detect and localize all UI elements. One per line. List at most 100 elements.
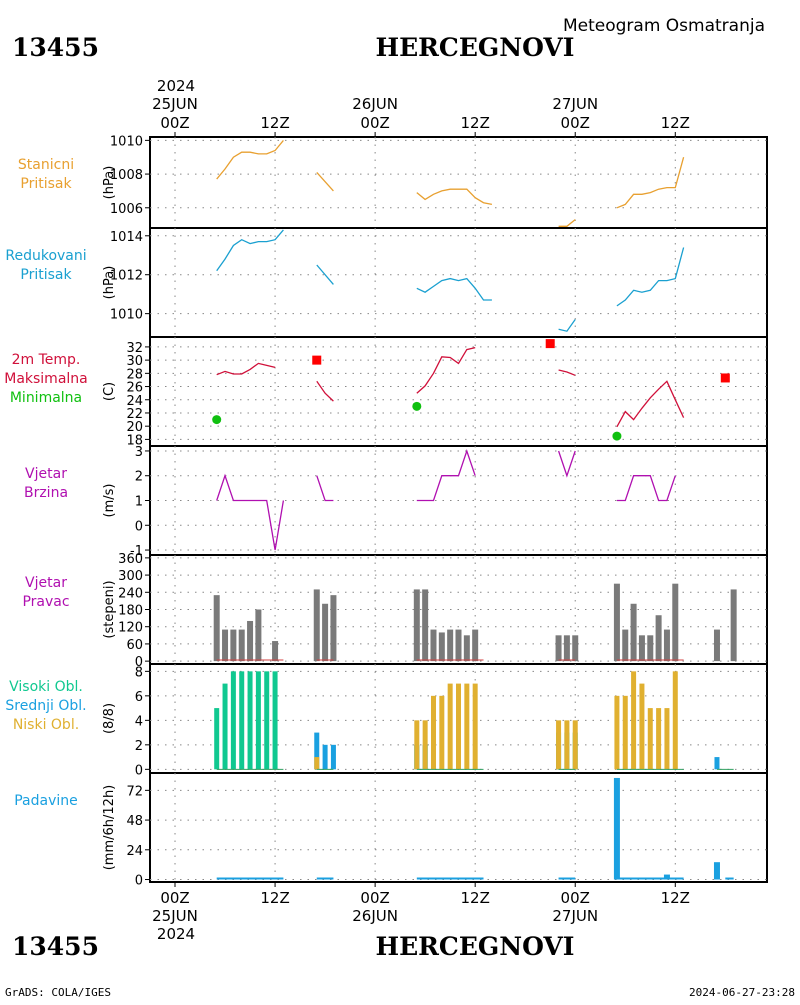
mid-cloud-bar [330, 744, 336, 770]
panel-p_reduced: 1014 1012 1010 (hPa) Redukovani Pritisak [5, 227, 768, 338]
wind-speed-line [216, 473, 285, 551]
panel-unit-label: (hPa) [102, 266, 117, 300]
low-cloud-bar [439, 695, 445, 770]
wind-direction-bar [572, 635, 579, 662]
y-tick-label: 28 [126, 367, 143, 382]
x-tick-label-top: 12Z [260, 114, 289, 132]
wind-direction-bar [472, 629, 479, 662]
wind-direction-bar [430, 629, 437, 662]
chart-title: Meteogram Osmatranja [563, 16, 765, 36]
station-id-top: 13455 [12, 33, 99, 62]
panel-title-label: Pritisak [20, 267, 72, 283]
low-cloud-bar [572, 720, 578, 770]
low-cloud-bar [430, 695, 436, 770]
panel-frame [149, 136, 768, 229]
panel-frame [149, 227, 768, 338]
wind-direction-bar [330, 595, 337, 662]
y-tick-label: 1014 [110, 230, 143, 245]
y-tick-label: 48 [126, 814, 143, 829]
date-label-top: 26JUN [352, 95, 398, 113]
y-tick-label: 8 [135, 665, 143, 680]
y-tick-label: 120 [118, 621, 143, 636]
low-cloud-bar [639, 683, 645, 770]
low-cloud-bar [647, 708, 653, 770]
x-tick-label-bottom: 12Z [460, 889, 489, 907]
wind-direction-bar [555, 635, 562, 662]
y-tick-label: 1010 [110, 308, 143, 323]
y-tick-label: 6 [135, 690, 143, 705]
low-cloud-bar [614, 695, 620, 770]
panel-title-label: Stanicni [18, 157, 74, 173]
wind-speed-line [557, 450, 576, 478]
wind-direction-bar [230, 629, 237, 662]
station-name-bottom: HERCEGNOVI [375, 932, 574, 961]
y-tick-label: 72 [126, 784, 143, 799]
panel-unit-label: (C) [102, 382, 117, 401]
low-cloud-bar [464, 683, 470, 770]
high-cloud-bar [239, 671, 245, 770]
wind-direction-bar [438, 632, 445, 662]
precipitation-bar [613, 777, 620, 880]
wind-direction-bar [213, 595, 220, 662]
station-pressure-line [216, 139, 284, 180]
reduced-pressure-line [616, 247, 685, 307]
panel-title-label: Pravac [22, 594, 69, 610]
y-tick-label: 3 [135, 445, 143, 460]
y-tick-label: 0 [135, 763, 143, 778]
precipitation-bar [713, 862, 720, 880]
min-temperature-marker [612, 431, 622, 441]
y-tick-label: 32 [126, 341, 143, 356]
wind-direction-bar [422, 589, 429, 662]
wind-direction-bar [613, 583, 620, 662]
panel-title-label: Minimalna [10, 390, 82, 406]
precipitation-bar [663, 874, 670, 880]
x-tick-label-top: 12Z [460, 114, 489, 132]
reduced-pressure-line [316, 264, 334, 285]
panel-wind_dir: 360 300 240 180 120 60 0 (stepeni) Vjetar Pravac [22, 552, 768, 670]
x-tick-label-top: 00Z [160, 114, 189, 132]
panel-p_station: 1010 1008 1006 (hPa) Stanicni Pritisak [18, 134, 768, 229]
high-cloud-bar [230, 671, 236, 770]
temperature-line [416, 346, 476, 394]
low-cloud-bar [422, 720, 428, 770]
high-cloud-bar [255, 671, 261, 770]
panel-title-label: Vjetar [25, 575, 67, 591]
y-tick-label: 1012 [110, 269, 143, 284]
y-tick-label: 0 [135, 874, 143, 889]
y-tick-label: 2 [135, 739, 143, 754]
y-tick-label: 1006 [110, 202, 143, 217]
reduced-pressure-line [216, 229, 284, 272]
temperature-line [216, 362, 276, 376]
low-cloud-bar [472, 683, 478, 770]
y-tick-label: 0 [135, 519, 143, 534]
x-tick-label-bottom: 00Z [360, 889, 389, 907]
wind-direction-bar [313, 589, 320, 662]
wind-direction-bar [663, 629, 670, 662]
y-tick-label: 20 [126, 420, 143, 435]
high-cloud-bar [214, 708, 220, 770]
temperature-line [316, 380, 334, 402]
x-tick-label-bottom: 12Z [661, 889, 690, 907]
footer-left: GrADS: COLA/IGES [5, 986, 111, 999]
panel-frame [149, 336, 768, 447]
wind-direction-bar [455, 629, 462, 662]
low-cloud-bar [672, 671, 678, 770]
x-tick-label-top: 00Z [360, 114, 389, 132]
low-cloud-bar [556, 720, 562, 770]
station-id-bottom: 13455 [12, 932, 99, 961]
low-cloud-bar [564, 720, 570, 770]
panel-title-label: Vjetar [25, 466, 67, 482]
wind-speed-line [316, 475, 334, 502]
max-temperature-marker [545, 339, 555, 349]
x-tick-label-top: 12Z [661, 114, 690, 132]
station-pressure-line [616, 157, 685, 209]
station-name-top: HERCEGNOVI [375, 33, 574, 62]
x-tick-label-bottom: 12Z [260, 889, 289, 907]
wind-direction-bar [322, 603, 329, 662]
panel-title-label: Niski Obl. [13, 717, 79, 733]
y-tick-label: 1010 [110, 134, 143, 149]
panel-unit-label: (stepeni) [102, 580, 117, 638]
high-cloud-bar [264, 671, 270, 770]
reduced-pressure-line [416, 277, 492, 301]
